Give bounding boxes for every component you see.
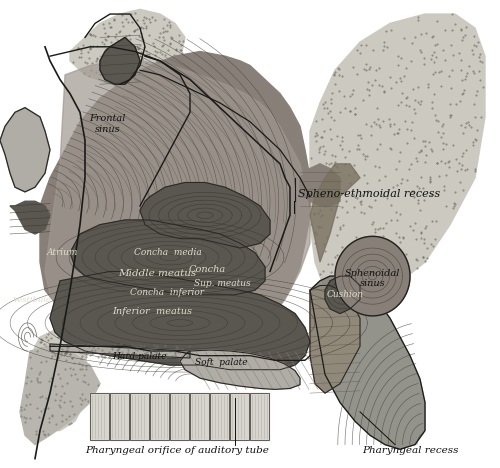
Text: Cushion: Cushion: [326, 290, 364, 300]
Polygon shape: [90, 393, 108, 440]
Polygon shape: [100, 37, 140, 84]
Text: Pharyngeal recess: Pharyngeal recess: [362, 446, 458, 455]
Polygon shape: [210, 393, 229, 440]
Polygon shape: [150, 393, 169, 440]
Polygon shape: [20, 346, 100, 445]
Text: Pharyngeal orifice of auditory tube: Pharyngeal orifice of auditory tube: [86, 446, 270, 455]
Text: Concha  media: Concha media: [134, 248, 202, 257]
Polygon shape: [70, 220, 265, 295]
Polygon shape: [40, 51, 310, 342]
Polygon shape: [310, 285, 360, 393]
Polygon shape: [335, 236, 410, 316]
Text: Sphenoidal
sinus: Sphenoidal sinus: [345, 269, 400, 288]
Polygon shape: [70, 9, 185, 89]
Polygon shape: [170, 393, 188, 440]
Polygon shape: [140, 183, 270, 248]
Polygon shape: [10, 201, 50, 234]
Polygon shape: [230, 393, 248, 440]
Polygon shape: [310, 164, 360, 262]
Polygon shape: [300, 164, 340, 206]
Polygon shape: [130, 393, 148, 440]
Polygon shape: [110, 393, 128, 440]
Text: Concha: Concha: [189, 264, 226, 274]
Polygon shape: [30, 328, 90, 431]
Polygon shape: [250, 393, 268, 440]
Polygon shape: [180, 350, 300, 389]
Text: Sup. meatus: Sup. meatus: [194, 278, 251, 288]
Text: Middle meatus: Middle meatus: [118, 269, 196, 278]
Text: Hard palate: Hard palate: [112, 352, 167, 361]
Text: Inferior  meatus: Inferior meatus: [112, 307, 192, 316]
Polygon shape: [0, 108, 50, 192]
Text: Atrium: Atrium: [47, 248, 78, 257]
Text: Soft  palate: Soft palate: [195, 358, 248, 367]
Polygon shape: [50, 344, 190, 358]
Polygon shape: [310, 14, 485, 309]
Text: Concha  inferior: Concha inferior: [130, 288, 204, 297]
Polygon shape: [310, 276, 425, 449]
Polygon shape: [45, 61, 310, 342]
Text: Spheno-ethmoidal recess: Spheno-ethmoidal recess: [298, 189, 440, 199]
Text: Vestibule: Vestibule: [13, 295, 52, 304]
Polygon shape: [50, 271, 310, 370]
Polygon shape: [190, 393, 208, 440]
Text: Frontal
sinus: Frontal sinus: [90, 114, 126, 134]
Polygon shape: [325, 276, 360, 314]
